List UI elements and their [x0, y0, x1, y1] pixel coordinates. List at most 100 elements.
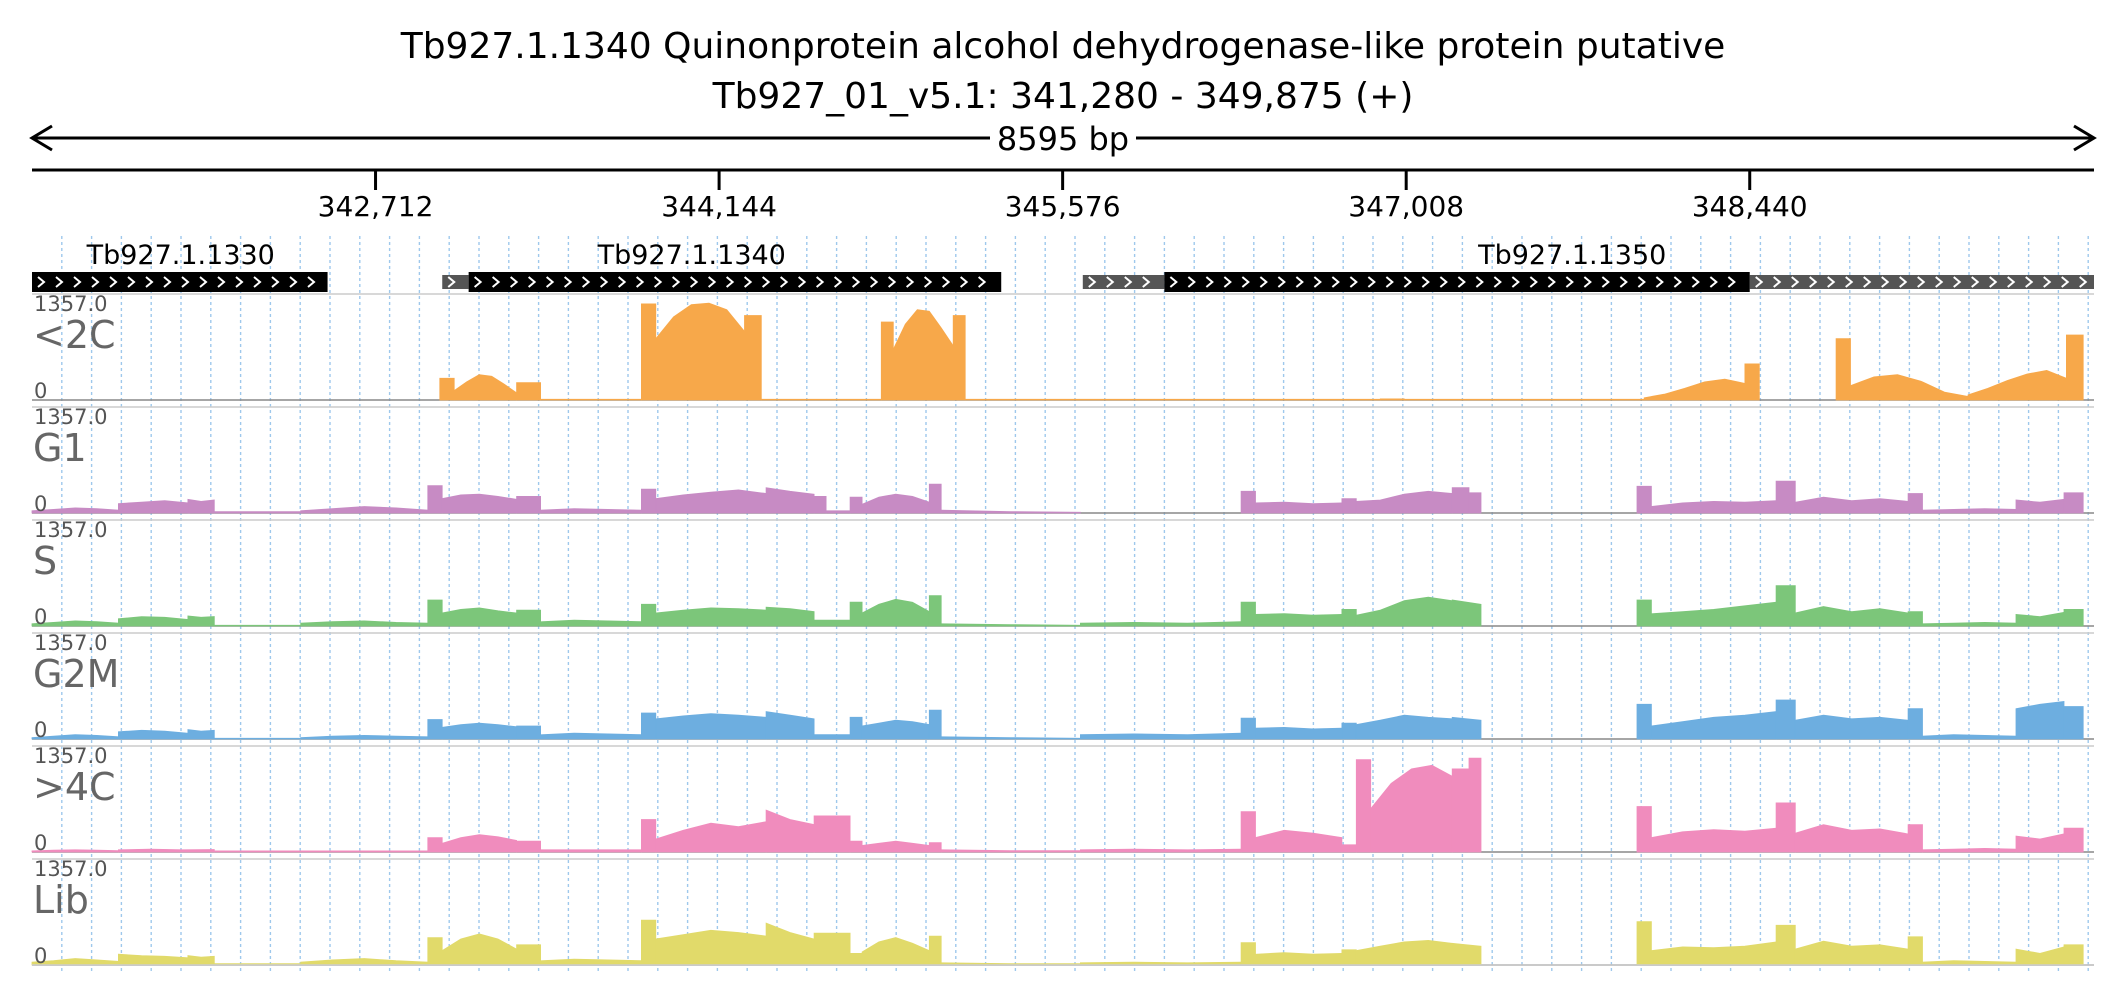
- coverage-area-1-25: [1468, 492, 1482, 514]
- coverage-area-4-11: [849, 840, 863, 853]
- coverage-area-1-16: [849, 496, 863, 514]
- coverage-track-3: 1357.0 0 G2M: [31, 631, 2094, 742]
- coverage-area-3-16: [940, 736, 1081, 740]
- gene-0[interactable]: Tb927.1.1330: [32, 240, 328, 292]
- coverage-area-0-5: [655, 302, 745, 401]
- coverage-area-2-28: [1922, 621, 2017, 627]
- strand-chevron-icon: [887, 276, 897, 288]
- strand-chevron-icon: [91, 276, 100, 288]
- strand-chevron-icon: [1295, 276, 1304, 288]
- strand-chevron-icon: [941, 276, 951, 288]
- gene-cds-box: [32, 272, 328, 292]
- strand-chevron-icon: [617, 276, 627, 288]
- chart-subtitle: Tb927_01_v5.1: 341,280 - 349,875 (+): [712, 76, 1414, 117]
- coverage-track-5: 1357.0 0 Lib: [31, 857, 2094, 968]
- strand-chevron-icon: [599, 276, 609, 288]
- coverage-area-2-11: [765, 606, 815, 627]
- coverage-area-1-6: [300, 506, 429, 514]
- strand-chevron-icon: [1691, 276, 1700, 288]
- strand-chevron-icon: [55, 276, 64, 288]
- coverage-area-3-19: [1255, 726, 1343, 740]
- strand-chevron-icon: [635, 276, 645, 288]
- gene-1[interactable]: Tb927.1.1340: [442, 240, 1002, 292]
- coverage-area-3-1: [118, 729, 189, 740]
- coverage-area-4-28: [1922, 847, 2017, 853]
- coverage-area-5-11: [765, 922, 815, 966]
- strand-chevron-icon: [1385, 276, 1394, 288]
- coverage-area-2-30: [2063, 609, 2084, 627]
- coverage-area-1-27: [1651, 500, 1777, 514]
- strand-chevron-icon: [545, 276, 555, 288]
- coverage-track-4: 1357.0 0 >4C: [31, 744, 2094, 855]
- coverage-area-3-23: [1636, 703, 1652, 740]
- track-name: >4C: [33, 765, 116, 809]
- strand-chevron-icon: [1313, 276, 1322, 288]
- strand-chevron-icon: [1457, 276, 1466, 288]
- coverage-tracks: 1357.00<2C1357.00G11357.00S1357.00G2M135…: [31, 292, 2094, 968]
- strand-chevron-icon: [109, 276, 118, 288]
- coverage-area-5-6: [441, 933, 517, 966]
- strand-chevron-icon: [1583, 276, 1592, 288]
- coverage-area-2-22: [1451, 599, 1482, 627]
- coverage-area-4-1: [118, 848, 215, 853]
- coverage-area-4-17: [1255, 829, 1343, 853]
- coverage-area-5-12: [813, 932, 851, 966]
- strand-chevron-icon: [145, 276, 154, 288]
- strand-chevron-icon: [2061, 276, 2070, 288]
- coverage-area-5-1: [118, 953, 189, 966]
- axis-tick-label-1: 344,144: [661, 190, 777, 223]
- strand-chevron-icon: [1142, 276, 1151, 288]
- coverage-area-0-11: [964, 398, 1381, 401]
- coverage-area-4-24: [1651, 827, 1777, 853]
- coverage-area-1-24: [1451, 487, 1470, 514]
- strand-chevron-icon: [833, 276, 843, 288]
- coverage-area-3-10: [655, 713, 767, 740]
- coverage-area-1-13: [765, 487, 815, 514]
- strand-chevron-icon: [2043, 276, 2052, 288]
- strand-chevron-icon: [1169, 276, 1178, 288]
- coverage-area-5-21: [1355, 939, 1453, 966]
- strand-chevron-icon: [527, 276, 537, 288]
- coverage-area-0-8: [880, 321, 894, 401]
- track-min-label: 0: [34, 379, 47, 403]
- coverage-area-5-14: [861, 937, 930, 966]
- track-name: G2M: [33, 652, 119, 696]
- strand-chevron-icon: [725, 276, 735, 288]
- coverage-area-5-13: [849, 953, 863, 966]
- coverage-area-3-7: [516, 725, 541, 740]
- coverage-area-2-2: [187, 615, 215, 627]
- coverage-area-0-18: [1967, 369, 2067, 401]
- gene-2[interactable]: Tb927.1.1350: [1082, 240, 2094, 292]
- coverage-area-1-9: [516, 496, 541, 514]
- coverage-area-4-6: [540, 849, 642, 853]
- coverage-area-4-15: [1080, 848, 1242, 853]
- track-max-label: 1357.0: [34, 744, 107, 768]
- coverage-area-4-25: [1775, 802, 1796, 853]
- strand-chevron-icon: [1899, 276, 1908, 288]
- coverage-area-3-2: [187, 729, 215, 740]
- coverage-area-4-22: [1468, 757, 1482, 853]
- coverage-area-5-10: [655, 929, 767, 966]
- strand-chevron-icon: [1205, 276, 1214, 288]
- coverage-area-5-8: [540, 958, 642, 966]
- strand-chevron-icon: [1809, 276, 1818, 288]
- coverage-area-0-16: [1835, 338, 1851, 401]
- coverage-area-5-15: [928, 935, 942, 966]
- coverage-area-3-25: [1775, 699, 1796, 740]
- coverage-area-1-18: [928, 483, 942, 514]
- coverage-area-3-20: [1341, 722, 1357, 740]
- coverage-area-3-13: [849, 716, 863, 740]
- strand-chevron-icon: [869, 276, 879, 288]
- coverage-area-0-0: [439, 377, 455, 401]
- strand-chevron-icon: [1791, 276, 1800, 288]
- coverage-area-1-11: [641, 488, 657, 514]
- coverage-area-3-11: [765, 711, 815, 740]
- coverage-area-4-10: [813, 815, 851, 853]
- coverage-area-5-18: [1240, 942, 1256, 966]
- strand-chevron-icon: [923, 276, 933, 288]
- coverage-area-1-8: [441, 493, 517, 514]
- strand-chevron-icon: [743, 276, 753, 288]
- coverage-area-1-32: [2015, 498, 2065, 514]
- strand-chevron-icon: [1493, 276, 1502, 288]
